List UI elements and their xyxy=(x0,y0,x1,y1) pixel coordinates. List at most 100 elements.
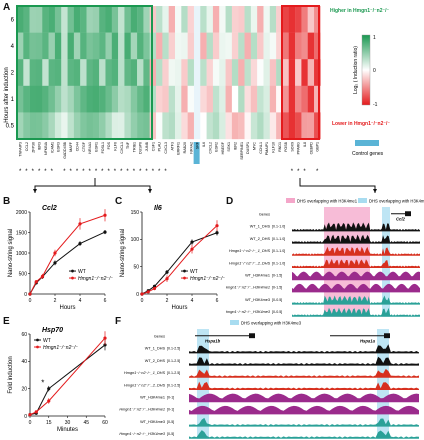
significance-annotation: * xyxy=(41,379,44,388)
track-range: [0-1.5] xyxy=(272,274,282,278)
heatmap-cell xyxy=(244,85,252,113)
heatmap-cell xyxy=(206,59,214,86)
heatmap-cell xyxy=(130,6,138,33)
heatmap-cell xyxy=(67,85,75,113)
track-signal xyxy=(189,344,419,354)
heatmap-cell xyxy=(29,59,37,86)
significance-star: * xyxy=(297,169,300,175)
heatmap-gene-label: NR4A2 xyxy=(189,142,193,154)
heatmap-gene-label: SGK1 xyxy=(227,142,231,152)
heatmap-cell xyxy=(162,59,169,86)
series-line xyxy=(29,214,106,295)
y-tick-label: 50 xyxy=(133,264,139,270)
heatmap-cell xyxy=(187,32,195,60)
significance-star: * xyxy=(164,169,167,175)
heatmap-cell xyxy=(307,85,315,113)
heatmap-cell xyxy=(269,112,277,140)
data-point xyxy=(34,280,38,284)
x-tick-label: 45 xyxy=(83,420,89,426)
y-axis-label: Nano-string signal xyxy=(8,229,14,277)
heatmap-cell xyxy=(73,6,81,33)
heatmap-cell xyxy=(181,85,188,113)
heatmap-cell xyxy=(92,32,100,60)
significance-star: * xyxy=(152,169,155,175)
track-label: WT_1_DHS xyxy=(145,347,166,351)
heatmap-cell xyxy=(162,85,169,113)
panel-letter-a: A xyxy=(3,2,11,13)
heatmap-cell xyxy=(168,6,176,33)
heatmap-cell xyxy=(212,6,220,33)
heatmap-cell xyxy=(92,6,100,33)
heatmap-gene-label: RAB20 xyxy=(183,142,187,153)
heatmap-cell xyxy=(301,6,308,33)
track-signal xyxy=(292,234,420,244)
control-swatch xyxy=(355,140,379,146)
data-point xyxy=(165,277,169,281)
heatmap-cell xyxy=(257,112,264,140)
heatmap-gene-label: ICAM1 xyxy=(50,142,54,153)
x-tick-label: 4 xyxy=(191,298,194,304)
significance-star: * xyxy=(120,169,123,175)
heatmap-cell xyxy=(118,59,125,86)
track-signal xyxy=(292,246,420,256)
y-tick-label: 60 xyxy=(21,332,27,338)
heatmap-gene-label: NFKBIA xyxy=(44,141,48,155)
data-point xyxy=(103,213,107,217)
heatmap-gene-label: RND1 xyxy=(278,142,282,152)
heatmap-cell xyxy=(200,112,207,140)
heatmap-ylabel: Hours after induction xyxy=(4,67,10,122)
y-tick-label: 500 xyxy=(19,271,28,277)
heatmap-cell xyxy=(314,32,321,60)
x-axis-label: Minutes xyxy=(57,427,78,433)
heatmap-cell xyxy=(73,59,81,86)
heatmap-cell xyxy=(225,59,233,86)
control-label: Control genes xyxy=(352,151,384,157)
heatmap-cell xyxy=(175,112,182,140)
data-point xyxy=(146,290,150,294)
legend-label: Hmgn1⁻/⁻n2⁻/⁻ xyxy=(190,276,225,282)
heatmap-cell xyxy=(238,6,245,33)
heatmap-gene-label: CCNL1 xyxy=(259,142,263,154)
heatmap-cell xyxy=(48,59,56,86)
legend-marker xyxy=(183,269,186,273)
heatmap-cell xyxy=(263,32,270,60)
track-range: [0.1-1.0] xyxy=(272,261,285,265)
heatmap-cell xyxy=(206,85,214,113)
heatmap-gene-label: CXCL3 xyxy=(164,142,168,154)
heatmap-cell xyxy=(35,6,43,33)
y-tick-label: 0 xyxy=(24,292,27,298)
heatmap-cell xyxy=(314,6,321,33)
heatmap-cell xyxy=(181,6,188,33)
heatmap-cell xyxy=(225,32,233,60)
heatmap-cell xyxy=(168,59,176,86)
heatmap-row-label: 1 xyxy=(11,97,15,103)
significance-star: * xyxy=(25,169,28,175)
heatmap-gene-label: MAFF xyxy=(69,141,73,152)
significance-star: * xyxy=(38,169,41,175)
heatmap-gene-label: EGR1 xyxy=(95,142,99,152)
track-label: Hmgn1⁻/⁻n2⁻/⁻_H3K4me1 xyxy=(119,408,165,412)
heatmap-cell xyxy=(231,6,239,33)
heatmap-cell xyxy=(314,112,321,140)
heatmap-cell xyxy=(193,32,201,60)
heatmap-gene-label: FOSB xyxy=(284,141,288,151)
heatmap-cell xyxy=(181,32,188,60)
heatmap-cell xyxy=(168,85,176,113)
heatmap-cell xyxy=(263,85,270,113)
heatmap-cell xyxy=(92,85,100,113)
data-point xyxy=(190,247,194,251)
heatmap-cell xyxy=(105,59,112,86)
legend-pink-label: DHS overlapping with H3K4me1 xyxy=(297,199,358,204)
data-point xyxy=(40,274,45,278)
heatmap-cell xyxy=(137,112,144,140)
heatmap-gene-label: CSF1 xyxy=(151,142,155,151)
control-gene-highlight xyxy=(193,142,200,164)
heatmap-cell xyxy=(54,85,62,113)
legend-marker xyxy=(183,276,186,280)
heatmap-cell xyxy=(111,32,119,60)
heatmap-cell xyxy=(175,85,182,113)
significance-star: * xyxy=(145,169,148,175)
heatmap-cell xyxy=(118,85,125,113)
colorbar-tick-neg1: -1 xyxy=(373,102,378,108)
legend-label: Hmgn1⁻/⁻n2⁻/⁻ xyxy=(43,345,78,351)
